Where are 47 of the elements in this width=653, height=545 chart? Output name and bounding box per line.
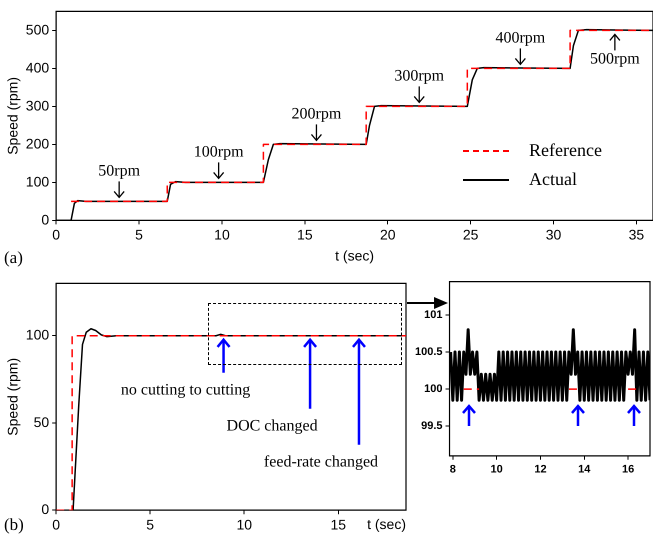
y-tick-label: 500 bbox=[26, 21, 50, 38]
x-tick-label: 5 bbox=[135, 226, 144, 243]
text: (b) bbox=[4, 515, 24, 535]
y-tick-label: 100 bbox=[424, 383, 443, 396]
y-tick-label: 200 bbox=[26, 135, 50, 152]
x-tick-label: 30 bbox=[546, 226, 562, 243]
x-axis-title: t (sec) bbox=[367, 516, 406, 532]
x-tick-label: 20 bbox=[380, 226, 396, 243]
y-axis-title: Speed (rpm) bbox=[4, 76, 20, 155]
x-tick-label: 8 bbox=[450, 463, 456, 476]
annotation: no cutting to cutting bbox=[120, 382, 250, 399]
x-axis-title: t (sec) bbox=[335, 247, 374, 264]
annotation: 50rpm bbox=[98, 162, 141, 180]
annotation: 300rpm bbox=[394, 68, 445, 85]
x-tick-label: 15 bbox=[297, 226, 313, 243]
x-tick-label: 0 bbox=[52, 226, 60, 243]
annotation: 500rpm bbox=[590, 50, 640, 68]
text: (a) bbox=[4, 248, 23, 268]
x-tick-label: 14 bbox=[578, 463, 592, 476]
y-axis-title: Speed (rpm) bbox=[4, 358, 20, 436]
y-tick-label: 100 bbox=[26, 326, 50, 343]
annotation: 100rpm bbox=[194, 144, 244, 161]
y-tick-label: 0 bbox=[41, 211, 50, 228]
x-tick-label: 5 bbox=[146, 516, 154, 532]
y-tick-label: 100.5 bbox=[414, 346, 443, 358]
legend-label: Reference bbox=[529, 140, 602, 162]
x-tick-label: 35 bbox=[628, 226, 644, 243]
x-tick-label: 10 bbox=[490, 463, 503, 476]
y-tick-label: 99.5 bbox=[421, 420, 443, 432]
y-tick-label: 101 bbox=[424, 308, 443, 321]
annotation: 200rpm bbox=[292, 106, 342, 123]
y-tick-label: 0 bbox=[41, 501, 50, 518]
x-tick-label: 16 bbox=[622, 463, 634, 476]
y-tick-label: 300 bbox=[26, 97, 50, 114]
x-tick-label: 12 bbox=[534, 463, 547, 476]
y-tick-label: 400 bbox=[26, 59, 50, 76]
x-tick-label: 10 bbox=[214, 226, 230, 243]
y-tick-label: 100 bbox=[26, 173, 50, 190]
y-tick-label: 50 bbox=[34, 414, 50, 430]
x-tick-label: 10 bbox=[236, 516, 252, 532]
x-tick-label: 0 bbox=[52, 516, 60, 532]
x-tick-label: 25 bbox=[462, 226, 479, 243]
annotation: DOC changed bbox=[226, 418, 318, 435]
annotation: feed-rate changed bbox=[264, 454, 378, 471]
legend-label: Actual bbox=[529, 169, 577, 190]
annotation: 400rpm bbox=[495, 30, 546, 47]
x-tick-label: 15 bbox=[330, 516, 346, 532]
